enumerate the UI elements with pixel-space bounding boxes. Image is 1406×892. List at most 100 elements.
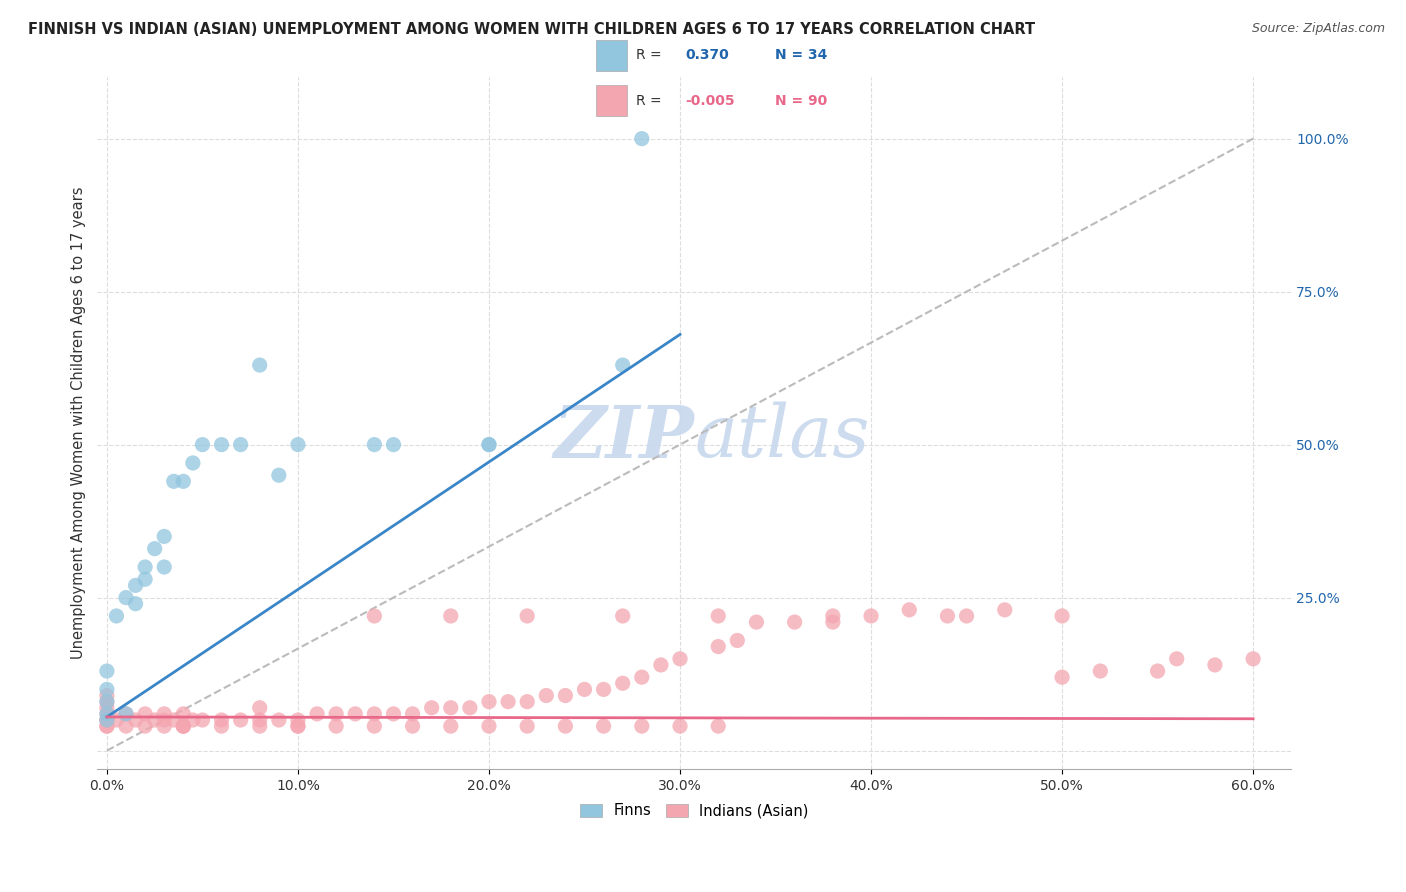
Point (707, 609, 730, 624)
Point (821, 609, 844, 624)
Point (153, 719, 176, 733)
Point (96, 695, 118, 709)
Point (363, 609, 385, 624)
Point (287, 719, 309, 733)
Point (163, 475, 186, 489)
Point (249, 700, 271, 714)
Point (153, 529, 176, 543)
Point (574, 682, 596, 697)
Point (898, 603, 921, 617)
Point (153, 706, 176, 721)
Point (267, 713, 290, 727)
Point (1090, 664, 1112, 678)
Point (105, 609, 128, 624)
Point (1146, 664, 1168, 678)
Bar (596, 86, 627, 116)
Point (669, 652, 692, 666)
Point (96, 700, 118, 714)
Point (163, 713, 186, 727)
Point (325, 719, 347, 733)
Legend: Finns, Indians (Asian): Finns, Indians (Asian) (574, 797, 814, 824)
Point (821, 615, 844, 629)
Point (249, 719, 271, 733)
Point (707, 640, 730, 654)
Point (1204, 657, 1226, 672)
Point (1050, 609, 1073, 624)
Text: -0.005: -0.005 (686, 94, 735, 108)
Text: FINNISH VS INDIAN (ASIAN) UNEMPLOYMENT AMONG WOMEN WITH CHILDREN AGES 6 TO 17 YE: FINNISH VS INDIAN (ASIAN) UNEMPLOYMENT A… (28, 22, 1035, 37)
Point (516, 695, 538, 709)
Point (1050, 670, 1073, 684)
Point (496, 695, 519, 709)
Point (478, 695, 501, 709)
Point (143, 541, 166, 556)
Point (115, 706, 138, 721)
Point (382, 706, 405, 721)
Point (478, 437, 501, 451)
Point (363, 706, 385, 721)
Point (143, 713, 166, 727)
Point (401, 706, 423, 721)
Point (536, 689, 558, 703)
Point (96, 719, 118, 733)
Text: R =: R = (636, 94, 662, 108)
Point (994, 603, 1017, 617)
Point (153, 560, 176, 574)
Point (305, 706, 328, 721)
Point (124, 578, 146, 592)
Point (440, 719, 463, 733)
Point (96, 689, 118, 703)
Point (325, 706, 347, 721)
Point (172, 719, 194, 733)
Point (124, 713, 146, 727)
Point (172, 706, 194, 721)
Point (478, 437, 501, 451)
Text: R =: R = (636, 48, 662, 62)
Point (458, 700, 481, 714)
Point (229, 713, 252, 727)
Point (191, 437, 214, 451)
Point (382, 437, 405, 451)
Point (96, 706, 118, 721)
Point (172, 719, 194, 733)
Point (1241, 652, 1264, 666)
Point (96, 706, 118, 721)
Point (363, 437, 385, 451)
Point (96, 664, 118, 678)
Point (96, 713, 118, 727)
Point (249, 713, 271, 727)
Point (630, 131, 652, 145)
Text: Source: ZipAtlas.com: Source: ZipAtlas.com (1251, 22, 1385, 36)
Point (612, 609, 634, 624)
Point (124, 597, 146, 611)
Point (287, 713, 309, 727)
Point (96, 713, 118, 727)
Point (592, 682, 614, 697)
Point (440, 700, 463, 714)
Point (115, 591, 138, 605)
Point (478, 719, 501, 733)
Point (592, 719, 614, 733)
Point (172, 719, 194, 733)
Point (554, 719, 576, 733)
Point (936, 609, 959, 624)
Point (96, 695, 118, 709)
Point (134, 719, 156, 733)
Point (860, 609, 883, 624)
Point (287, 719, 309, 733)
Text: atlas: atlas (695, 401, 870, 472)
Text: N = 90: N = 90 (775, 94, 828, 108)
Point (612, 358, 634, 372)
Point (650, 657, 672, 672)
Point (612, 676, 634, 690)
Point (401, 719, 423, 733)
Point (96, 719, 118, 733)
Point (707, 719, 730, 733)
Bar (596, 40, 627, 70)
Point (249, 358, 271, 372)
Point (134, 560, 156, 574)
Point (96, 682, 118, 697)
Point (115, 706, 138, 721)
Point (630, 719, 652, 733)
Text: N = 34: N = 34 (775, 48, 828, 62)
